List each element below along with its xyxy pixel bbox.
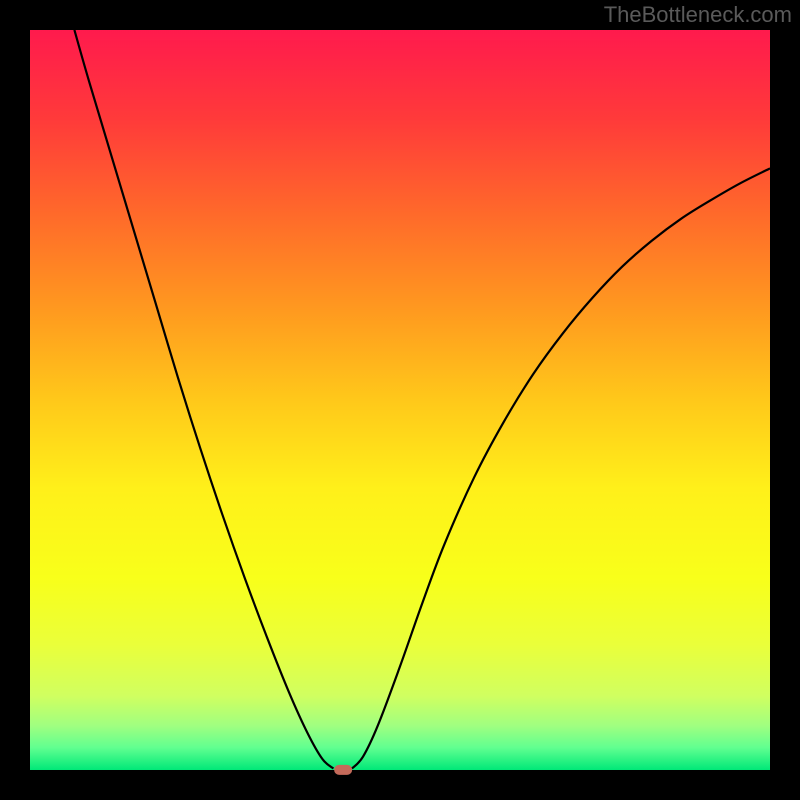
optimal-marker (334, 765, 352, 775)
bottleneck-curve (30, 30, 770, 770)
curve-left-branch (74, 30, 333, 769)
chart-container: TheBottleneck.com (0, 0, 800, 800)
watermark-text: TheBottleneck.com (604, 2, 792, 28)
curve-right-branch (352, 168, 770, 768)
plot-area (30, 30, 770, 770)
